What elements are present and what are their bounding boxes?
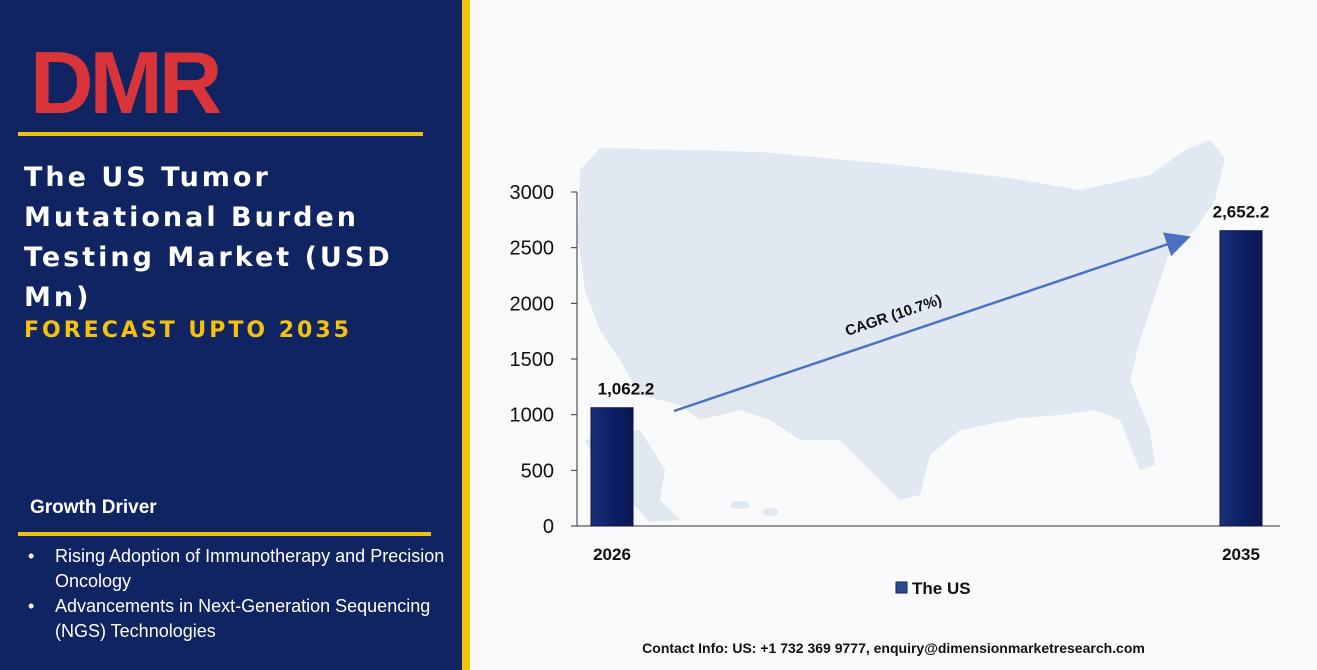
y-tick-label: 2000	[510, 293, 555, 315]
x-tick-label: 2035	[1222, 545, 1260, 564]
bar-chart: 0 500 1000 1500 2000 2500 3000 1,062.2 2026 2,652…	[510, 140, 1280, 598]
y-tick-label: 3000	[510, 182, 555, 204]
legend-label: The US	[912, 579, 971, 598]
growth-driver-heading: Growth Driver	[30, 497, 157, 518]
us-map-background	[578, 140, 1225, 522]
driver-text: Advancements in Next-Generation Sequenci…	[55, 596, 431, 641]
page-title: The US Tumor Mutational Burden Testing M…	[24, 162, 393, 313]
chart-area: 0 500 1000 1500 2000 2500 3000 1,062.2 2026 2,652…	[470, 0, 1317, 670]
gold-divider-top	[18, 132, 423, 136]
y-tick-label: 500	[521, 460, 554, 482]
legend-swatch	[895, 581, 908, 594]
y-tick-label: 2500	[510, 238, 555, 260]
list-item: • Rising Adoption of Immunotherapy and Pr…	[28, 544, 448, 594]
growth-driver-list: • Rising Adoption of Immunotherapy and Pr…	[28, 544, 448, 644]
left-panel: DMR The US Tumor Mutational Burden Testi…	[0, 0, 462, 670]
y-tick-label: 1000	[510, 405, 555, 427]
logo-text: DMR	[30, 40, 221, 120]
bullet-icon: •	[28, 546, 35, 566]
gold-divider-bottom	[18, 532, 431, 536]
dmr-logo: DMR	[30, 40, 225, 120]
contact-info: Contact Info: US: +1 732 369 9777, enqui…	[642, 640, 1145, 656]
forecast-subtitle: FORECAST UPTO 2035	[24, 318, 352, 343]
x-tick-label: 2026	[593, 545, 631, 564]
bullet-icon: •	[28, 596, 35, 616]
bar	[1219, 230, 1263, 527]
bar	[590, 407, 634, 527]
list-item: • Advancements in Next-Generation Sequenc…	[28, 594, 448, 644]
y-tick-label: 0	[543, 516, 554, 538]
data-label: 1,062.2	[598, 380, 655, 399]
data-label: 2,652.2	[1213, 203, 1270, 222]
y-tick-label: 1500	[510, 349, 555, 371]
driver-text: Rising Adoption of Immunotherapy and Pre…	[55, 546, 445, 591]
gold-vertical-divider	[462, 0, 470, 670]
cagr-arrow	[673, 232, 1191, 413]
